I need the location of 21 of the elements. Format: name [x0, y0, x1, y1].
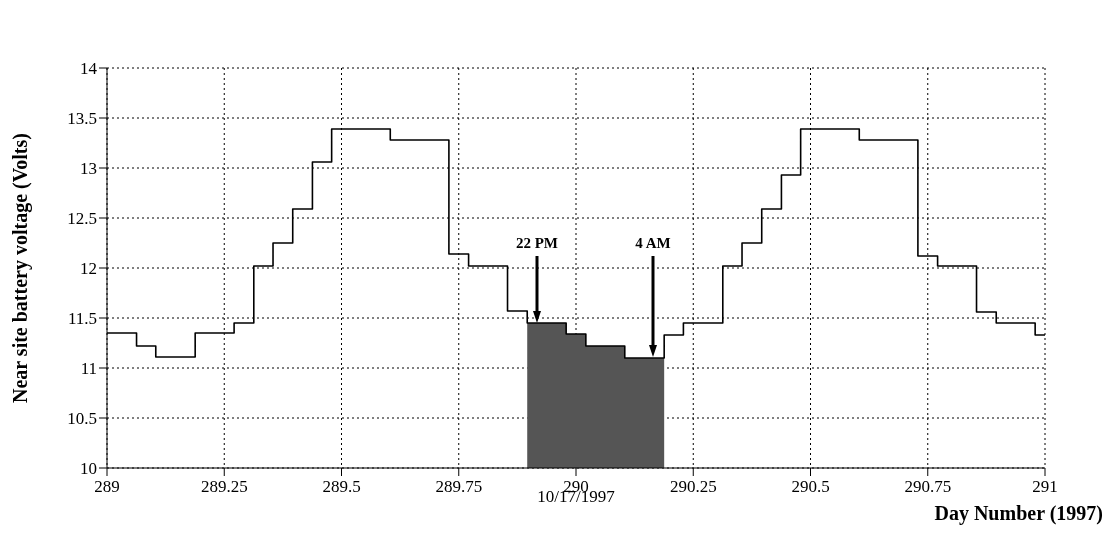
x-tick-label: 289 [94, 477, 120, 497]
y-tick-label: 12 [80, 259, 97, 279]
x-tick-label: 290.25 [669, 477, 717, 497]
x-axis-title: Day Number (1997) [934, 502, 1103, 525]
y-tick-label: 11.5 [67, 309, 97, 329]
y-tick-label: 14 [80, 59, 98, 79]
y-tick-label: 10 [80, 459, 97, 479]
y-axis-title: Near site battery voltage (Volts) [9, 133, 32, 403]
y-tick-label: 11 [80, 359, 97, 379]
x-tick-label: 289.75 [435, 477, 483, 497]
y-tick-label: 10.5 [67, 409, 97, 429]
annotation: 4 AM [635, 235, 671, 251]
x-tick-label: 289.5 [322, 477, 361, 497]
y-tick-label: 12.5 [67, 209, 97, 229]
x-tick-label: 289.25 [200, 477, 248, 497]
x-tick-label: 291 [1032, 477, 1058, 497]
x-tick-label: 290.75 [904, 477, 952, 497]
y-tick-label: 13 [80, 159, 97, 179]
y-tick-label: 13.5 [67, 109, 97, 129]
x-tick-label: 290.5 [791, 477, 830, 497]
annotation: 22 PM [515, 235, 559, 251]
